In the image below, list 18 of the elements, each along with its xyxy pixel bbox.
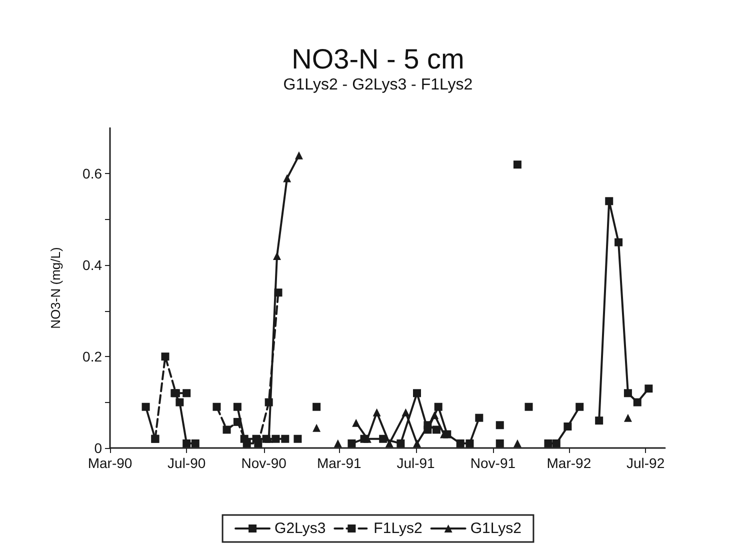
legend-label: G1Lys2 bbox=[470, 520, 522, 537]
x-tick-label: Jul-90 bbox=[168, 455, 206, 471]
y-tick-label: 0.4 bbox=[82, 257, 102, 274]
chart-title: NO3-N - 5 cm bbox=[292, 44, 464, 74]
x-tick-label: Mar-92 bbox=[546, 455, 592, 471]
y-tick-label: 0.2 bbox=[82, 348, 102, 365]
x-tick-label: Mar-90 bbox=[88, 455, 132, 471]
x-tick-label: Nov-91 bbox=[470, 455, 516, 471]
chart-subtitle: G1Lys2 - G2Lys3 - F1Lys2 bbox=[283, 76, 473, 94]
x-tick-label: Jul-91 bbox=[396, 455, 436, 471]
y-tick-label: 0.6 bbox=[82, 166, 102, 182]
x-tick-label: Mar-91 bbox=[316, 455, 362, 471]
legend-label: G2Lys3 bbox=[274, 520, 326, 537]
x-tick-label: Nov-90 bbox=[241, 455, 287, 471]
y-axis-title: NO3-N (mg/L) bbox=[48, 247, 63, 329]
y-tick-label: 0 bbox=[94, 440, 102, 456]
x-tick-label: Jul-92 bbox=[626, 455, 665, 471]
legend-label: F1Lys2 bbox=[374, 520, 422, 537]
